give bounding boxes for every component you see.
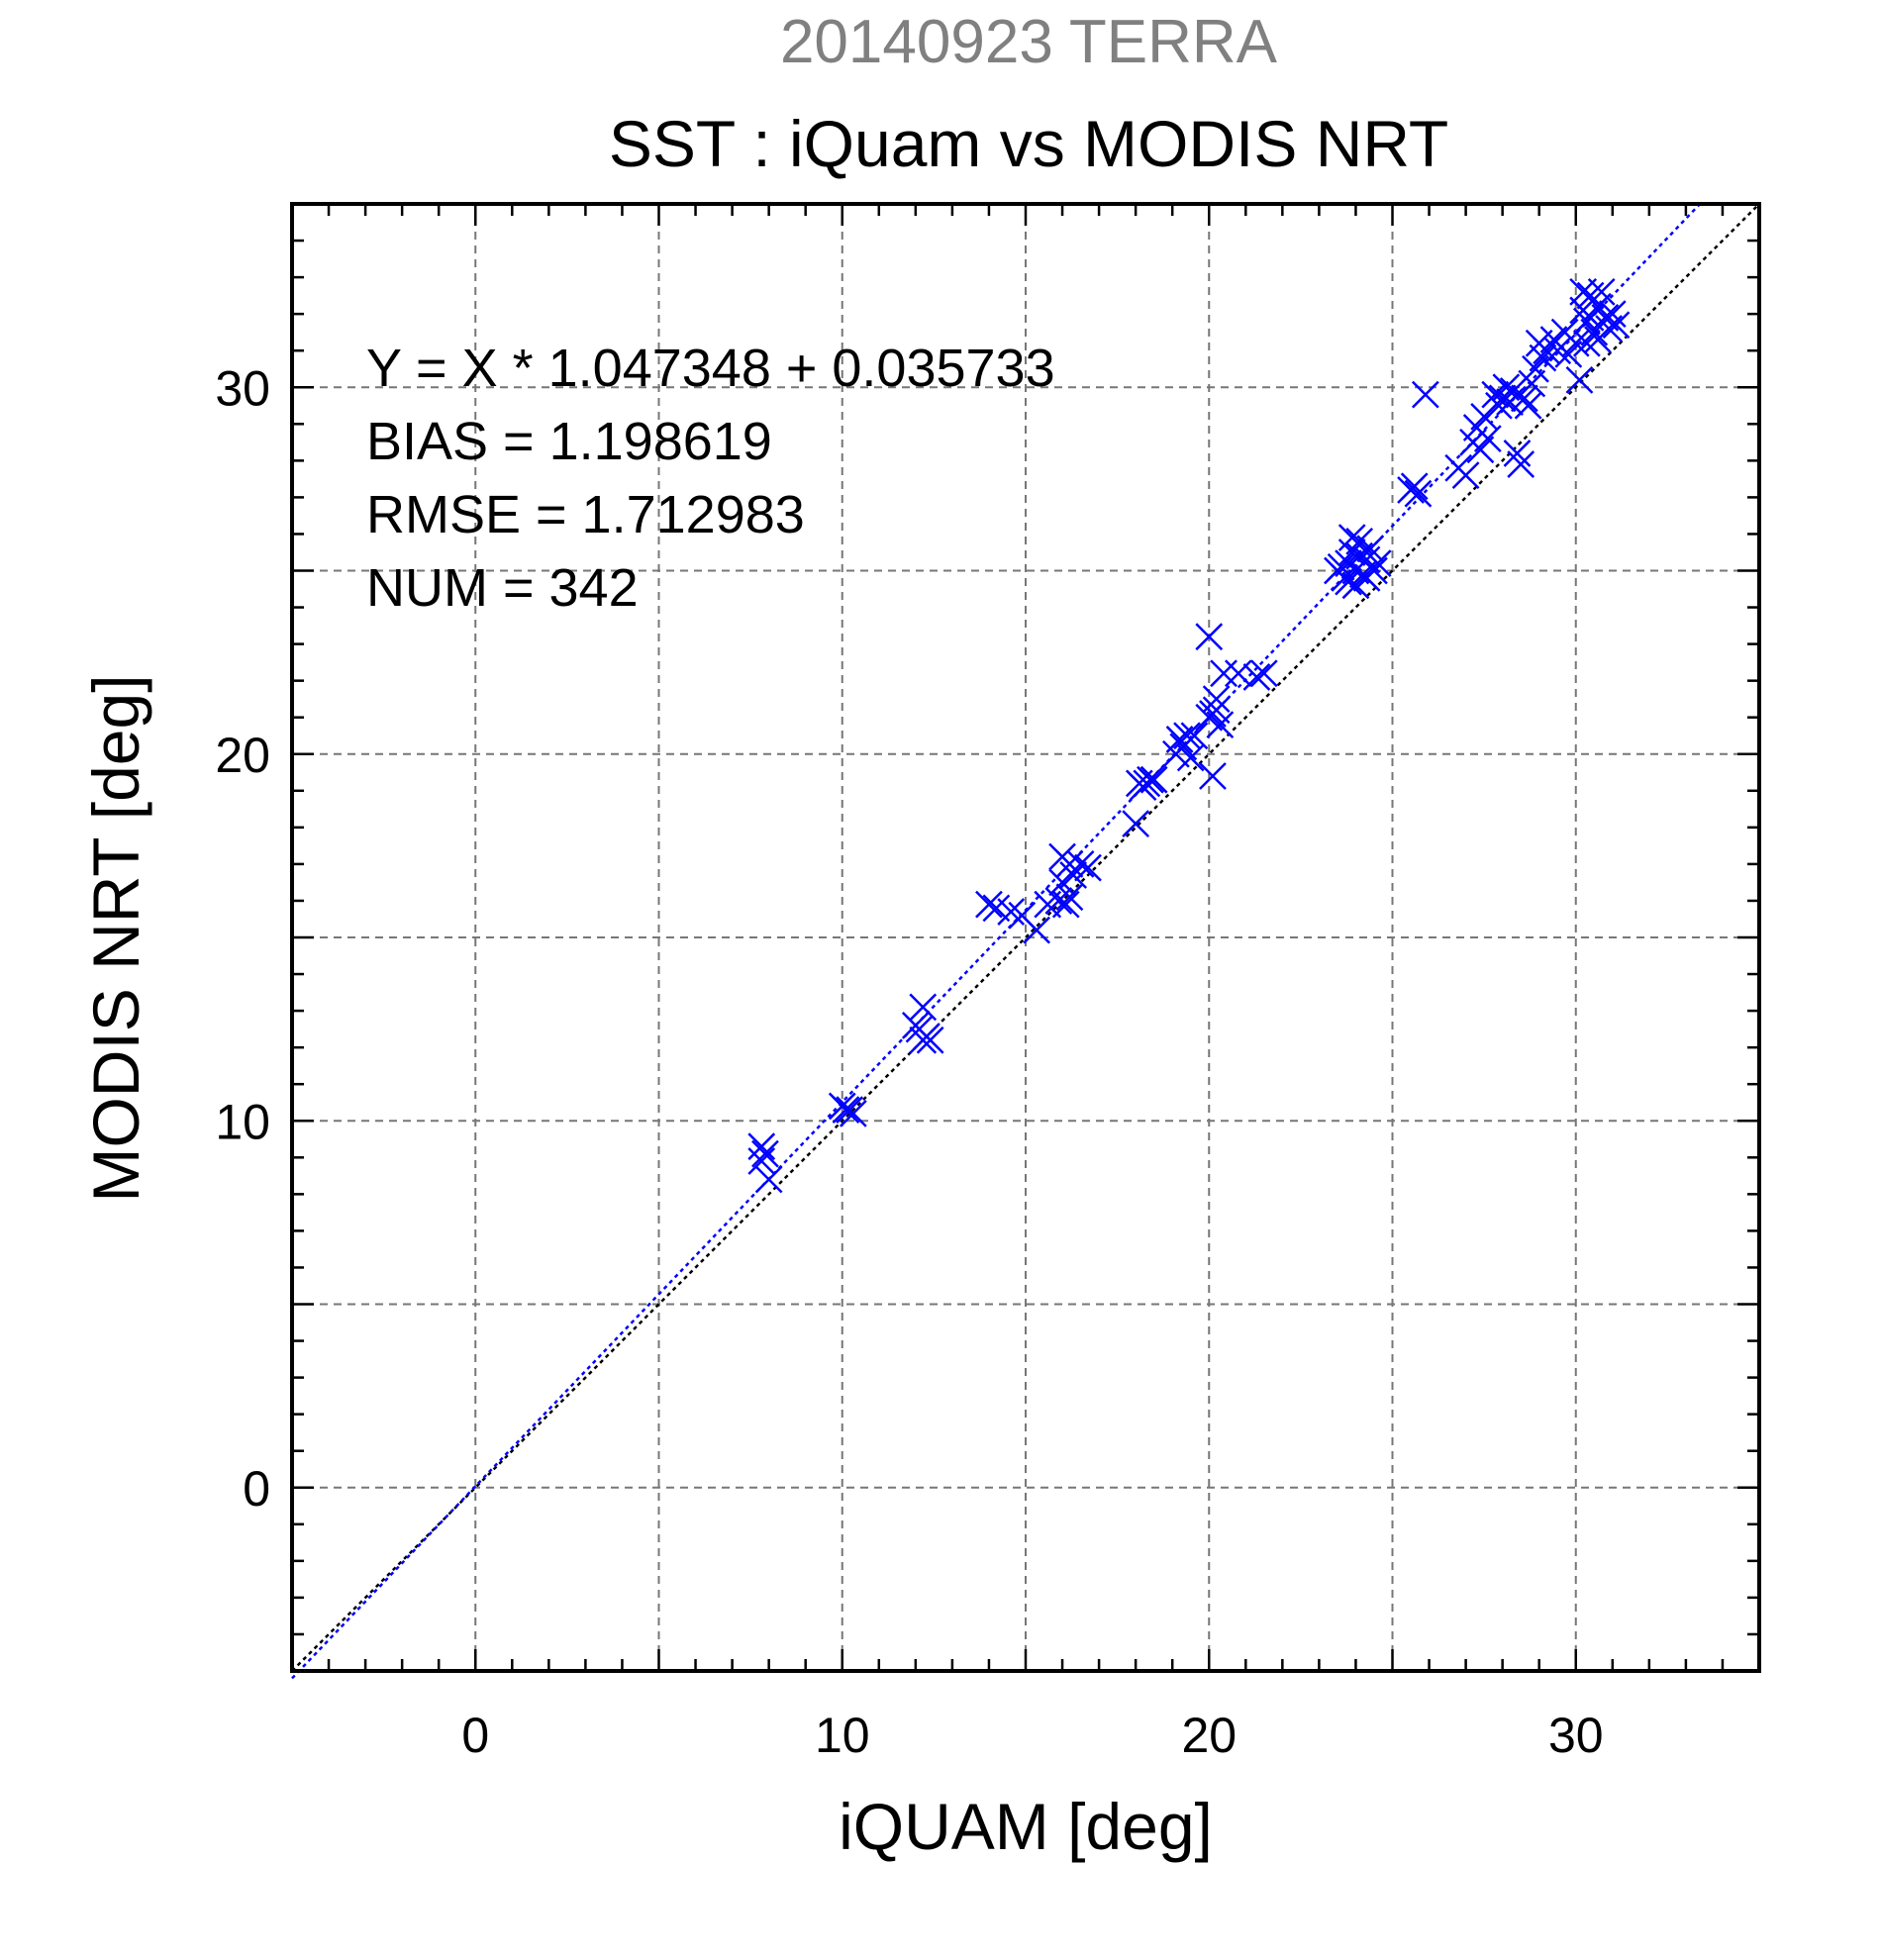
data-point <box>747 1147 776 1175</box>
data-point <box>1584 326 1612 353</box>
data-point <box>1602 311 1631 340</box>
y-tick-label: 0 <box>243 1461 270 1517</box>
y-tick-labels: 0 10 20 30 <box>215 360 270 1517</box>
data-point <box>1249 659 1278 688</box>
stat-num: NUM = 342 <box>366 558 639 618</box>
data-point <box>1529 343 1557 372</box>
data-point <box>1503 440 1532 467</box>
x-tick-label: 20 <box>1181 1708 1237 1763</box>
data-point <box>1507 450 1535 478</box>
data-point <box>1473 425 1502 453</box>
x-tick-label: 30 <box>1548 1708 1604 1763</box>
stats-block: Y = X * 1.047348 + 0.035733 BIAS = 1.198… <box>366 339 1055 618</box>
data-point <box>1180 722 1209 750</box>
data-point <box>975 890 1003 919</box>
data-point <box>747 1132 776 1161</box>
data-point <box>1202 685 1231 714</box>
data-point <box>1044 887 1073 915</box>
chart-subtitle: SST : iQuam vs MODIS NRT <box>609 107 1448 180</box>
data-point <box>1565 365 1594 394</box>
reference-lines <box>291 203 1760 1680</box>
data-point <box>1451 461 1480 490</box>
data-point <box>839 1099 867 1127</box>
data-point <box>1074 853 1102 882</box>
y-tick-label: 20 <box>215 728 270 783</box>
data-point <box>1345 541 1374 570</box>
data-point <box>997 898 1026 926</box>
data-point <box>751 1139 779 1168</box>
chart-title: 20140923 TERRA <box>780 8 1278 76</box>
data-point <box>1352 564 1381 592</box>
plot-frame <box>290 202 1761 1673</box>
data-point <box>1210 659 1238 688</box>
scatter-points <box>747 278 1631 1194</box>
data-point <box>1337 524 1366 552</box>
identity-line <box>291 203 1760 1672</box>
stat-equation: Y = X * 1.047348 + 0.035733 <box>366 339 1055 398</box>
data-point <box>1202 696 1231 725</box>
data-point <box>754 1165 783 1194</box>
data-point <box>1199 762 1227 790</box>
y-tick-label: 30 <box>215 360 270 416</box>
stat-rmse: RMSE = 1.712983 <box>366 485 805 544</box>
data-point <box>1023 916 1050 944</box>
y-tick-label: 10 <box>215 1094 270 1149</box>
data-point <box>1404 479 1433 508</box>
data-point <box>1225 659 1252 688</box>
data-point <box>1129 773 1157 801</box>
x-tick-labels: 0 10 20 30 <box>461 1708 1603 1763</box>
data-point <box>1543 337 1572 365</box>
data-point <box>1048 842 1076 871</box>
x-axis-label: iQUAM [deg] <box>839 1790 1213 1863</box>
data-point <box>1363 549 1392 577</box>
data-point <box>1576 303 1605 332</box>
x-tick-label: 0 <box>461 1708 489 1763</box>
data-point <box>909 993 938 1022</box>
data-point <box>1510 384 1538 413</box>
data-point <box>1400 472 1429 501</box>
y-axis-label: MODIS NRT [deg] <box>79 674 152 1202</box>
data-point <box>1569 278 1598 306</box>
data-point <box>1572 329 1601 357</box>
data-point <box>1335 567 1362 596</box>
data-point <box>1066 850 1095 878</box>
data-point <box>1195 623 1224 651</box>
stat-bias: BIAS = 1.198619 <box>366 412 772 471</box>
data-point <box>1411 380 1439 409</box>
x-tick-label: 10 <box>815 1708 870 1763</box>
data-point <box>1327 552 1355 581</box>
data-point <box>1122 810 1150 838</box>
data-point <box>916 1026 944 1054</box>
data-point <box>1242 663 1271 691</box>
